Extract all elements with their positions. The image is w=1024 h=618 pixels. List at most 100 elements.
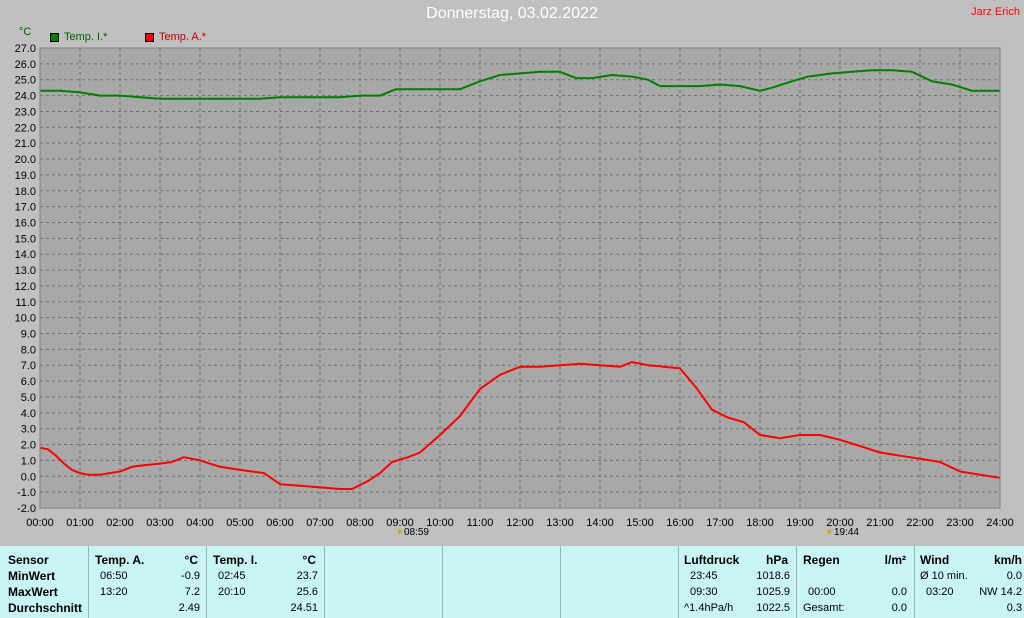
- value-pressure-min: 1018.6: [756, 570, 790, 582]
- value-temp-a-max: 7.2: [184, 586, 200, 598]
- y-tick-label: 3.0: [21, 424, 36, 436]
- time-temp-a-max: 13:20: [100, 586, 128, 598]
- time-pressure-min: 23:45: [690, 570, 718, 582]
- x-tick-label: 20:00: [826, 517, 854, 529]
- legend-label: Temp. I.*: [64, 31, 108, 43]
- header-rain: Regen: [803, 553, 840, 567]
- y-tick-label: 4.0: [21, 408, 36, 420]
- y-tick-label: 21.0: [15, 138, 36, 150]
- y-tick-label: 17.0: [15, 202, 36, 214]
- y-tick-label: 14.0: [15, 249, 36, 261]
- header-temp-i: Temp. I.: [213, 553, 258, 567]
- author-label: Jarz Erich: [971, 6, 1020, 18]
- pressure-trend: ^1.4hPa/h: [684, 602, 734, 614]
- row-max: MaxWert: [8, 585, 58, 599]
- x-tick-label: 18:00: [746, 517, 774, 529]
- sunset-marker: ☀19:44: [825, 527, 859, 538]
- wind-avg-label: Ø 10 min.: [920, 570, 968, 582]
- unit-rain: l/m²: [884, 553, 906, 567]
- y-tick-label: 0.0: [21, 471, 36, 483]
- time-temp-i-max: 20:10: [218, 586, 246, 598]
- value-temp-a-avg: 2.49: [178, 602, 200, 614]
- x-tick-label: 00:00: [26, 517, 54, 529]
- y-tick-label: 26.0: [15, 59, 36, 71]
- y-tick-label: 27.0: [15, 43, 36, 55]
- time-pressure-max: 09:30: [690, 586, 718, 598]
- statistics-table: Sensor MinWert MaxWert Durchschnitt Temp…: [0, 546, 1024, 618]
- row-min: MinWert: [8, 569, 56, 583]
- x-tick-label: 13:00: [546, 517, 574, 529]
- value-rain-total: 0.0: [891, 602, 907, 614]
- y-unit-label: °C: [19, 26, 32, 38]
- value-wind-max: NW 14.2: [979, 586, 1022, 598]
- legend-label: Temp. A.*: [159, 31, 207, 43]
- x-tick-label: 19:00: [786, 517, 814, 529]
- x-tick-label: 23:00: [946, 517, 974, 529]
- y-tick-label: 9.0: [21, 329, 36, 341]
- header-sensor: Sensor: [8, 553, 49, 567]
- time-wind-max: 03:20: [926, 586, 954, 598]
- y-tick-label: 12.0: [15, 281, 36, 293]
- header-pressure: Luftdruck: [684, 553, 740, 567]
- row-avg: Durchschnitt: [8, 601, 83, 615]
- y-tick-label: 20.0: [15, 154, 36, 166]
- sunrise-marker: ☀08:59: [395, 527, 429, 538]
- x-tick-label: 04:00: [186, 517, 214, 529]
- x-tick-label: 07:00: [306, 517, 334, 529]
- y-tick-label: 19.0: [15, 170, 36, 182]
- temperature-chart: 27.0 26.0 25.0 24.0 23.0 22.0 21.0 20.0 19.0 18.0…: [15, 43, 1014, 529]
- header-wind: Wind: [920, 553, 950, 567]
- series-lines: [39, 69, 1001, 490]
- unit-pressure: hPa: [765, 553, 788, 567]
- y-tick-label: 10.0: [15, 313, 36, 325]
- legend-swatch-red: [145, 32, 154, 42]
- value-temp-i-max: 25.6: [296, 586, 318, 598]
- chart-title: Donnerstag, 03.02.2022: [426, 5, 598, 22]
- time-temp-a-min: 06:50: [100, 570, 128, 582]
- y-tick-label: -1.0: [17, 487, 36, 499]
- x-tick-label: 10:00: [426, 517, 454, 529]
- value-temp-a-min: -0.9: [181, 570, 200, 582]
- x-tick-label: 22:00: [906, 517, 934, 529]
- y-tick-label: 24.0: [15, 91, 36, 103]
- value-wind-min: 0.0: [1006, 570, 1022, 582]
- y-tick-label: 1.0: [21, 455, 36, 467]
- sunrise-time: 08:59: [403, 527, 429, 538]
- y-tick-label: 15.0: [15, 233, 36, 245]
- value-temp-i-avg: 24.51: [290, 602, 318, 614]
- y-tick-label: 22.0: [15, 122, 36, 134]
- series-line: [39, 361, 1001, 490]
- unit-temp-i: °C: [302, 553, 316, 567]
- y-tick-label: 18.0: [15, 186, 36, 198]
- value-pressure-avg: 1022.5: [756, 602, 790, 614]
- y-tick-labels: 27.0 26.0 25.0 24.0 23.0 22.0 21.0 20.0 19.0 18.0…: [15, 43, 36, 515]
- x-tick-label: 16:00: [666, 517, 694, 529]
- x-tick-labels: 00:00 01:00 02:00 03:00 04:00 05:00 06:00 07:00…: [26, 517, 1014, 529]
- x-tick-label: 02:00: [106, 517, 134, 529]
- unit-wind: km/h: [993, 553, 1022, 567]
- y-tick-label: 11.0: [15, 297, 36, 309]
- value-wind-avg: 0.3: [1006, 602, 1022, 614]
- rain-total-label: Gesamt:: [803, 602, 845, 614]
- legend-entry-temp-outside: Temp. A.*: [145, 31, 206, 43]
- y-tick-label: 23.0: [15, 106, 36, 118]
- x-tick-label: 08:00: [346, 517, 374, 529]
- plot-border: [39, 47, 1001, 509]
- sun-icon: ☀: [825, 527, 834, 538]
- value-rain: 0.0: [891, 586, 907, 598]
- x-tick-label: 09:00: [386, 517, 414, 529]
- x-tick-label: 05:00: [226, 517, 254, 529]
- y-tick-label: 8.0: [21, 344, 36, 356]
- x-tick-label: 12:00: [506, 517, 534, 529]
- value-temp-i-min: 23.7: [296, 570, 318, 582]
- sun-icon: ☀: [395, 527, 404, 538]
- y-tick-label: 2.0: [21, 440, 36, 452]
- y-tick-label: 16.0: [15, 217, 36, 229]
- y-tick-label: 6.0: [21, 376, 36, 388]
- x-tick-label: 21:00: [866, 517, 894, 529]
- y-tick-label: 5.0: [21, 392, 36, 404]
- time-temp-i-min: 02:45: [218, 570, 246, 582]
- legend-entry-temp-inside: Temp. I.*: [50, 31, 107, 43]
- sunset-time: 19:44: [833, 527, 859, 538]
- x-tick-label: 01:00: [66, 517, 94, 529]
